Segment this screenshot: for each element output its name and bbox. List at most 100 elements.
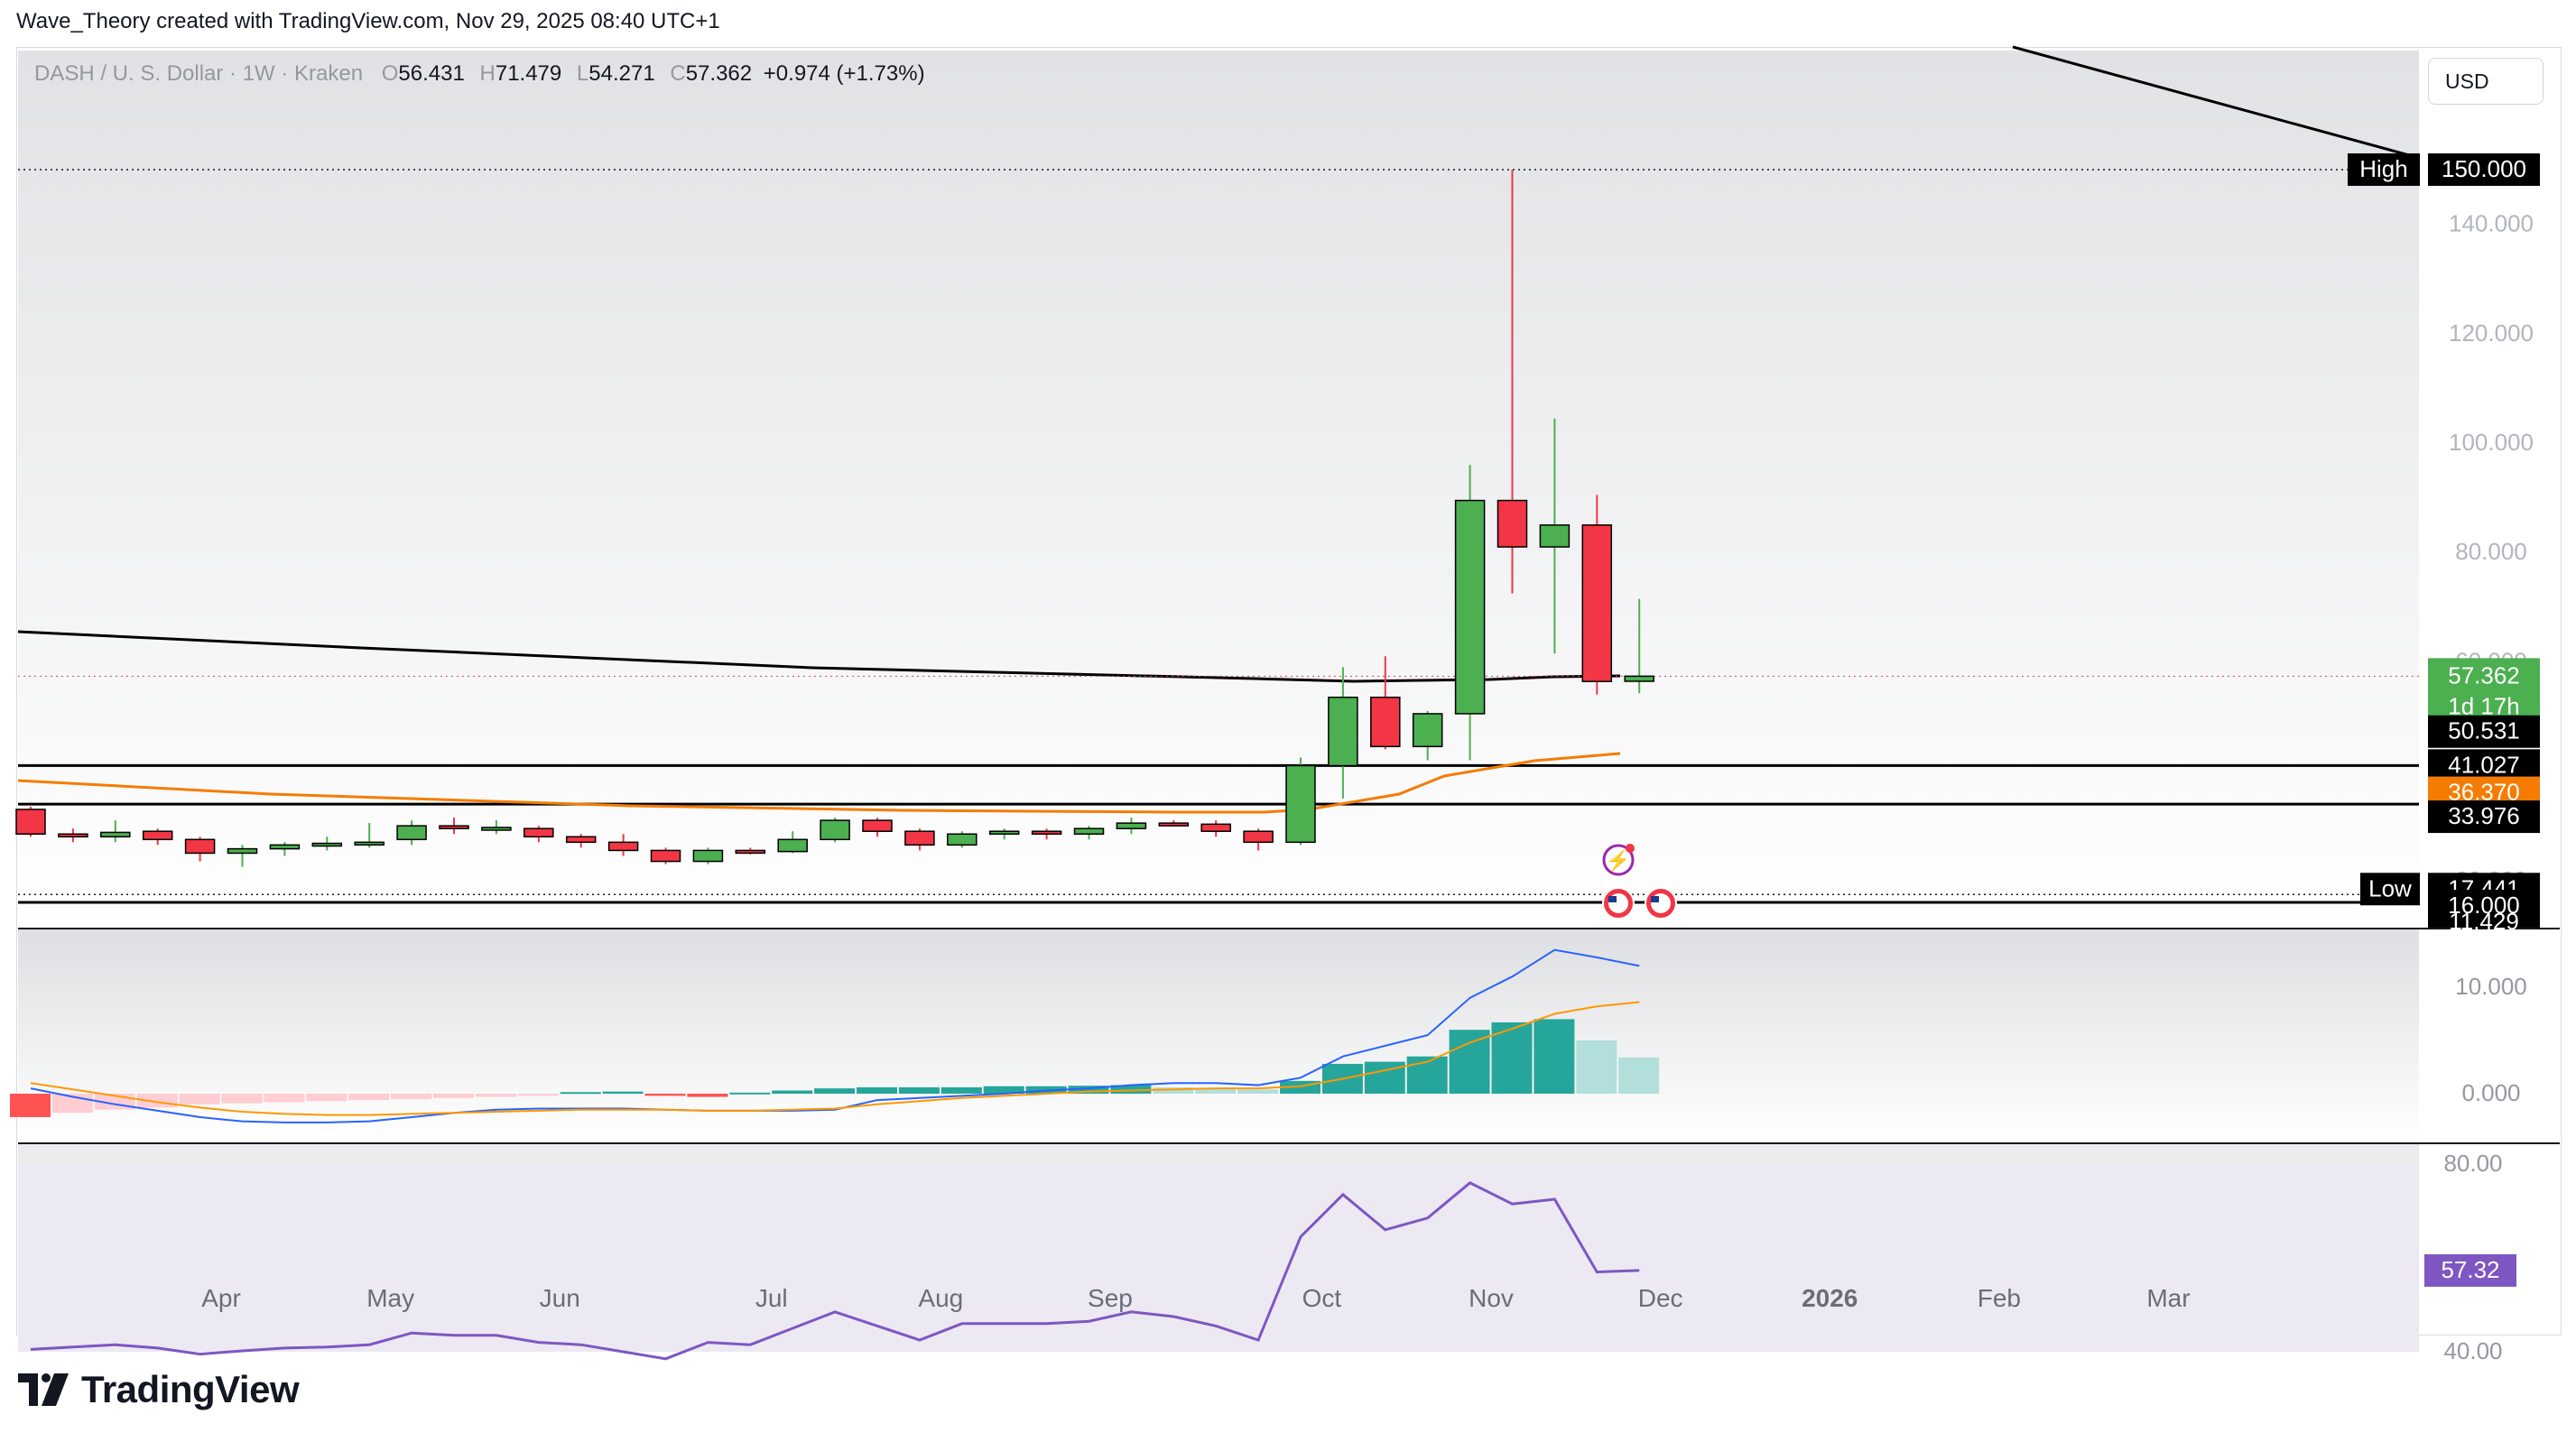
rsi-axis-tick: 40.00 <box>2443 1337 2502 1364</box>
legend-low: 54.271 <box>588 61 655 86</box>
candle-body <box>100 831 131 838</box>
candle-body <box>565 836 597 844</box>
low-tag: Low <box>2368 874 2412 901</box>
high-tag: High <box>2359 155 2407 182</box>
rsi-value-label: 57.32 <box>2441 1256 2499 1283</box>
ema-line <box>17 752 1621 814</box>
legend-symbol: DASH / U. S. Dollar · 1W · Kraken <box>34 61 364 86</box>
macd-axis-tick: 10.000 <box>2455 973 2527 1000</box>
legend-high-label: H <box>479 61 496 86</box>
time-axis-label: Nov <box>1469 1284 1514 1312</box>
macd-histogram-bar <box>1153 1086 1194 1094</box>
macd-signal-line <box>30 1001 1640 1116</box>
macd-histogram-bar <box>644 1094 686 1096</box>
level-16-label: 16.000 <box>2448 892 2520 919</box>
candle-body <box>820 819 850 841</box>
candle-body <box>1412 713 1443 748</box>
macd-histogram-bar <box>983 1086 1024 1094</box>
time-axis-label: Dec <box>1638 1284 1683 1312</box>
legend-close-label: C <box>670 61 686 86</box>
legend-change: +0.974 (+1.73%) <box>763 61 925 86</box>
candle-body <box>1285 764 1316 844</box>
legend-close: 57.362 <box>685 61 753 86</box>
long-moving-average-line <box>17 630 1621 683</box>
candle-body <box>650 849 681 863</box>
candle-body <box>1370 697 1401 748</box>
macd-histogram-bar <box>1364 1061 1405 1094</box>
macd-histogram-bar <box>857 1086 897 1094</box>
clipped-label-bg <box>2428 915 2540 928</box>
candle-body <box>311 842 343 847</box>
time-axis-label: Apr <box>2424 1284 2464 1312</box>
macd-histogram-bar <box>560 1092 601 1095</box>
rsi-line <box>30 1181 1640 1361</box>
macd-histogram-bar <box>264 1094 305 1103</box>
last-price-label: 57.362 <box>2448 661 2520 689</box>
macd-histogram-bar <box>391 1094 432 1099</box>
time-axis-label: May <box>366 1284 414 1312</box>
candle-body <box>269 844 301 850</box>
candle-body <box>1581 524 1613 682</box>
macd-histogram-bar <box>772 1090 813 1094</box>
macd-histogram-bar <box>1534 1019 1575 1094</box>
macd-histogram-bar <box>10 1094 51 1117</box>
macd-histogram-bar <box>602 1091 644 1094</box>
time-axis: MarAprMayJunJulAugSepOctNovDec2026FebMar… <box>201 1284 2464 1312</box>
candle-body <box>481 827 512 831</box>
candle-body <box>735 849 766 855</box>
candle-body <box>1454 499 1486 715</box>
candle-body <box>862 819 893 832</box>
tradingview-logo[interactable]: TradingView <box>18 1368 300 1411</box>
long-ma-price-label: 50.531 <box>2448 717 2520 744</box>
candle-body <box>777 838 808 853</box>
macd-histogram-bar <box>517 1094 559 1096</box>
time-axis-label: Sep <box>1088 1284 1133 1312</box>
price-axis-tick: 80.000 <box>2455 538 2527 565</box>
candle-body <box>607 841 639 852</box>
us-flag-canton <box>1608 896 1617 902</box>
time-axis-label: Apr <box>201 1284 241 1312</box>
candle-body <box>396 825 427 841</box>
candle-body <box>947 833 978 846</box>
level-41-label: 41.027 <box>2448 751 2520 778</box>
candle-body <box>1539 524 1571 548</box>
bar-countdown-label: 1d 17h <box>2448 692 2520 719</box>
macd-histogram-bar <box>306 1094 347 1102</box>
candle-body <box>142 830 173 841</box>
candle-body <box>988 830 1020 835</box>
macd-histogram-bar <box>814 1088 856 1094</box>
currency-button[interactable]: USD <box>2428 58 2544 105</box>
last-price-bg <box>2428 658 2540 726</box>
lightning-glyph: ⚡ <box>1606 849 1630 873</box>
candle-body <box>1116 822 1147 829</box>
candle-body <box>904 830 935 846</box>
clipped-label: 11.429 <box>2449 908 2519 935</box>
macd-axis-tick: 0.000 <box>2461 1079 2520 1106</box>
candle-body <box>15 809 46 835</box>
price-axis-tick: 100.000 <box>2449 429 2534 456</box>
event-dot <box>1626 844 1635 853</box>
level-33-label-bg <box>2428 800 2540 834</box>
macd-histogram-bar <box>1618 1057 1660 1094</box>
event-markers: ⚡ <box>1602 844 1677 920</box>
chart-attribution: Wave_Theory created with TradingView.com… <box>16 9 720 33</box>
candle-body <box>227 847 258 855</box>
candle-body <box>1158 822 1190 827</box>
time-axis-label: Aug <box>918 1284 963 1312</box>
macd-histogram-bar <box>475 1094 516 1097</box>
candle-body <box>1073 827 1105 836</box>
symbol-legend: DASH / U. S. Dollar · 1W · Kraken O56.43… <box>34 61 925 87</box>
us-flag-canton <box>1651 896 1659 902</box>
candle-body <box>1496 499 1528 548</box>
candle-body <box>354 841 385 846</box>
rsi-value-bg <box>2424 1253 2516 1287</box>
macd-pane-background <box>18 929 2419 1142</box>
candle-body <box>1243 830 1274 844</box>
candle-body <box>439 825 469 829</box>
macd-histogram-bar <box>1110 1085 1152 1094</box>
level-33-label: 33.976 <box>2448 802 2520 829</box>
price-pane-background <box>18 51 2419 928</box>
time-axis-label: Oct <box>1302 1284 1342 1312</box>
candle-body <box>58 833 88 838</box>
